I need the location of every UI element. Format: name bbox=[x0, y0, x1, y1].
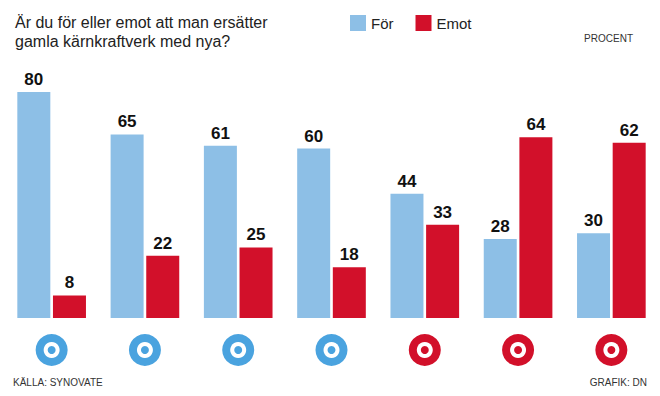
svg-text:Är du för eller emot att man e: Är du för eller emot att man ersätter bbox=[15, 14, 272, 31]
svg-text:18: 18 bbox=[340, 245, 359, 264]
svg-text:25: 25 bbox=[247, 225, 266, 244]
svg-text:För: För bbox=[371, 15, 394, 32]
svg-text:GRAFIK: DN: GRAFIK: DN bbox=[590, 377, 647, 388]
svg-text:8: 8 bbox=[65, 273, 74, 292]
svg-text:65: 65 bbox=[118, 112, 137, 131]
svg-text:gamla kärnkraftverk med nya?: gamla kärnkraftverk med nya? bbox=[15, 33, 230, 50]
svg-text:33: 33 bbox=[433, 203, 452, 222]
svg-text:60: 60 bbox=[304, 127, 323, 146]
svg-text:22: 22 bbox=[153, 234, 172, 253]
svg-text:64: 64 bbox=[526, 115, 545, 134]
svg-text:61: 61 bbox=[211, 124, 230, 143]
svg-text:62: 62 bbox=[620, 121, 639, 140]
svg-text:28: 28 bbox=[491, 217, 510, 236]
svg-text:80: 80 bbox=[24, 70, 43, 89]
svg-text:KÄLLA: SYNOVATE: KÄLLA: SYNOVATE bbox=[13, 377, 103, 388]
svg-text:44: 44 bbox=[398, 172, 417, 191]
svg-text:30: 30 bbox=[584, 211, 603, 230]
svg-text:Emot: Emot bbox=[437, 15, 473, 32]
svg-text:PROCENT: PROCENT bbox=[584, 33, 633, 44]
